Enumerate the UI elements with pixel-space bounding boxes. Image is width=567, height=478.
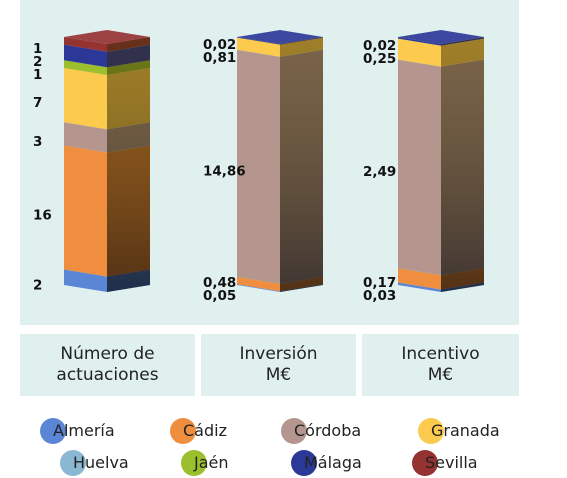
legend-swatch-huelva (60, 450, 86, 476)
data-label-sevilla-0: 1 (33, 41, 42, 57)
bar-side-shade-0 (107, 37, 150, 292)
data-label-almeria-0: 2 (33, 277, 42, 293)
bar-top-malaga-2 (398, 30, 484, 44)
bar-front-malaga-0 (64, 44, 107, 68)
data-label-granada-1: 0,81 (203, 50, 236, 66)
bar-top-sevilla-0 (64, 30, 150, 44)
data-label-almeria-1: 0,05 (203, 288, 236, 304)
legend-label: Málaga (304, 453, 362, 472)
data-label-malaga-0: 2 (33, 54, 42, 70)
data-label-cordoba-0: 3 (33, 134, 42, 150)
bar-front-cordoba-0 (64, 122, 107, 153)
legend-swatch-jaen (181, 450, 207, 476)
data-label-cordoba-2: 2,49 (363, 164, 396, 180)
legend-swatch-cordoba (281, 418, 307, 444)
bar-front-almeria-1 (237, 284, 280, 292)
data-label-cadiz-0: 16 (33, 208, 52, 224)
legend-label: Almería (53, 421, 115, 440)
bar-side-shade-2 (441, 37, 484, 292)
bar-front-cordoba-2 (398, 59, 441, 276)
bar-front-malaga-1 (237, 37, 280, 45)
bar-front-malaga-2 (398, 37, 441, 46)
category-label-actuaciones: Número de actuaciones (20, 334, 195, 396)
legend-label: Granada (431, 421, 500, 440)
category-label-inversion: Inversión M€ (201, 334, 356, 396)
bar-front-granada-1 (237, 37, 280, 57)
bar-front-sevilla-0 (64, 37, 107, 52)
legend-swatch-granada (418, 418, 444, 444)
bar-top-malaga-1 (237, 30, 323, 44)
legend-swatch-almeria (40, 418, 66, 444)
data-label-malaga-2: 0,02 (363, 38, 396, 54)
legend-label: Sevilla (425, 453, 478, 472)
legend-label: Jaén (194, 453, 229, 472)
legend-label: Huelva (73, 453, 129, 472)
bar-side-shade-1 (280, 37, 323, 292)
legend-label: Córdoba (294, 421, 362, 440)
data-label-cordoba-1: 14,86 (203, 163, 246, 179)
bar-front-almeria-0 (64, 269, 107, 292)
legend-swatch-malaga (291, 450, 317, 476)
bar-front-cadiz-0 (64, 145, 107, 277)
category-label-incentivo: Incentivo M€ (362, 334, 519, 396)
legend-swatch-cadiz (170, 418, 196, 444)
stacked-bar-chart: 121731620,020,8114,860,480,050,020,252,4… (33, 30, 484, 304)
bar-front-almeria-2 (398, 282, 441, 292)
legend-label: Cádiz (183, 421, 227, 440)
data-label-jaen-0: 1 (33, 67, 42, 83)
bar-front-jaen-0 (64, 60, 107, 75)
bar-front-cordoba-1 (237, 49, 280, 284)
data-label-cadiz-1: 0,48 (203, 275, 236, 291)
legend-swatch-sevilla (412, 450, 438, 476)
data-label-granada-0: 7 (33, 95, 42, 111)
data-label-almeria-2: 0,03 (363, 288, 396, 304)
bar-front-cadiz-2 (398, 268, 441, 290)
data-label-granada-2: 0,25 (363, 51, 396, 67)
data-label-malaga-1: 0,02 (203, 37, 236, 53)
bar-front-cadiz-1 (237, 276, 280, 292)
data-label-cadiz-2: 0,17 (363, 275, 396, 291)
bar-front-granada-0 (64, 68, 107, 130)
bar-front-granada-2 (398, 38, 441, 67)
